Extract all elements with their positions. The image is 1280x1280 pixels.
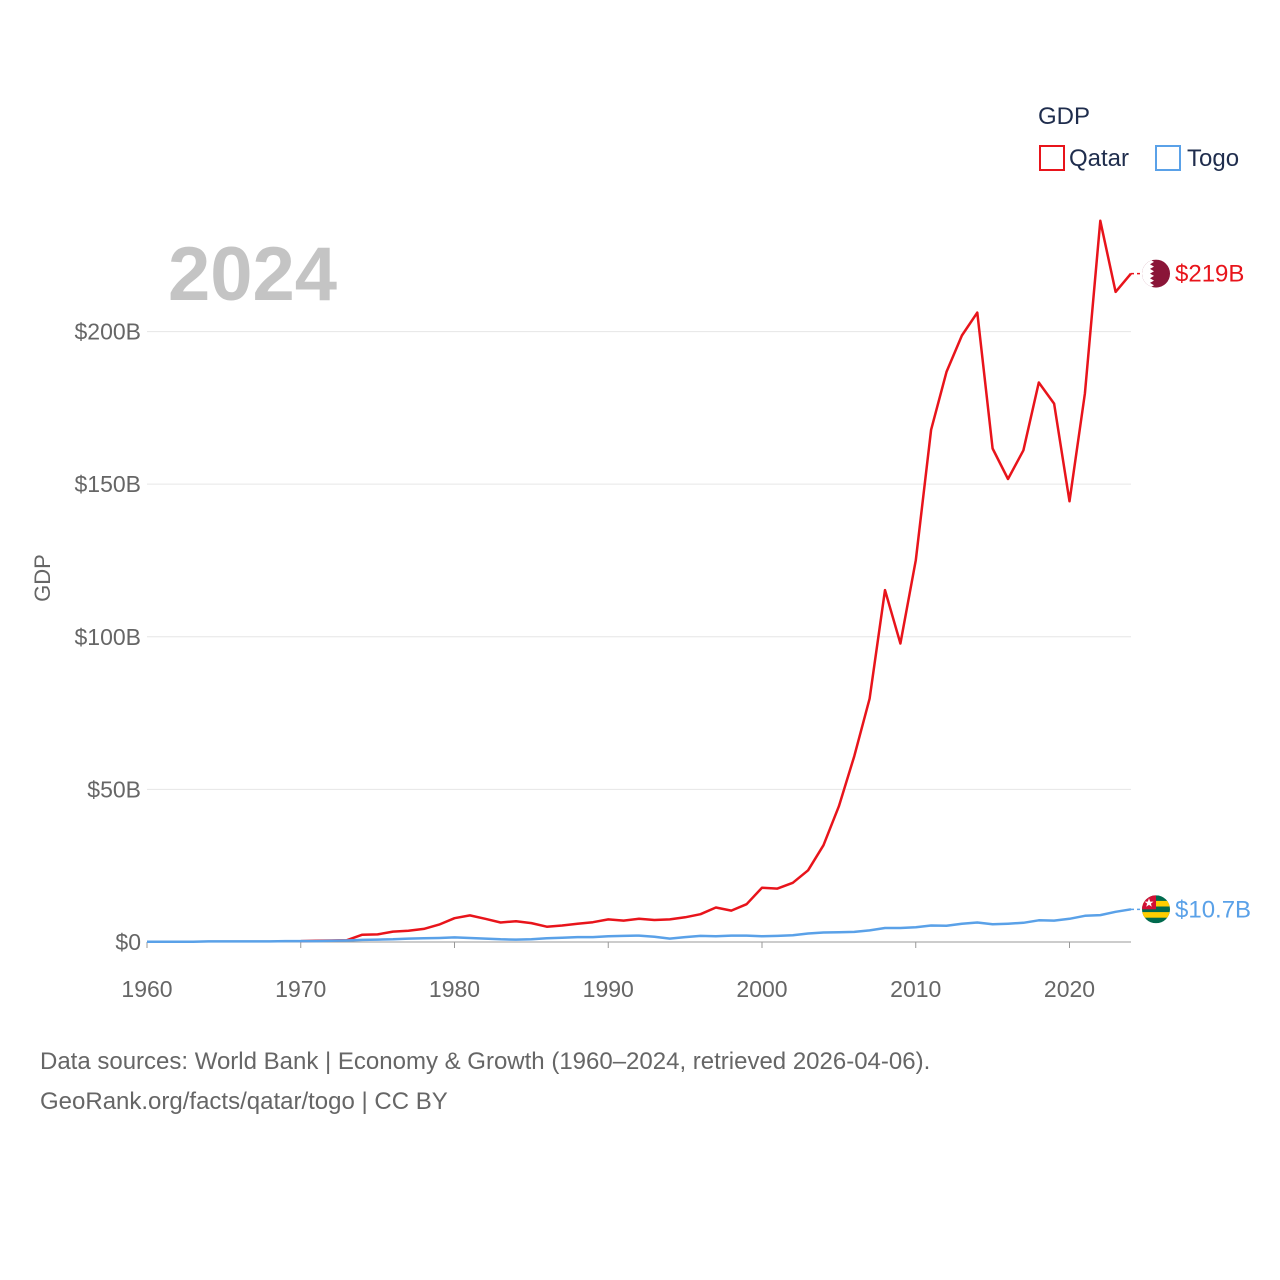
legend-label-togo: Togo: [1187, 145, 1239, 172]
legend-swatch-qatar: [1039, 145, 1065, 171]
y-tick-label: $100B: [74, 624, 141, 650]
x-tick-label: 1960: [121, 976, 172, 1002]
series-lines: [147, 219, 1142, 943]
legend-item-togo[interactable]: Togo: [1155, 145, 1239, 172]
y-tick-label: $200B: [74, 319, 141, 345]
legend-swatch-togo: [1155, 145, 1181, 171]
qatar-end-value: $219B: [1175, 261, 1244, 288]
attribution-text: GeoRank.org/facts/qatar/togo | CC BY: [40, 1088, 448, 1115]
gdp-chart: $0 $50B $100B $150B $200B 1960 1970 1980 1990 20…: [30, 103, 1251, 1002]
x-tick-label: 2000: [736, 976, 787, 1002]
togo-flag-icon: [1142, 895, 1170, 924]
legend-label-qatar: Qatar: [1069, 145, 1129, 172]
y-tick-label: $0: [115, 929, 141, 955]
series-line-qatar: [300, 219, 1132, 943]
y-tick-label: $50B: [87, 776, 141, 802]
gridlines: [147, 331, 1131, 790]
qatar-flag-icon: [1142, 259, 1170, 288]
footer: Data sources: World Bank | Economy & Gro…: [40, 1042, 1240, 1122]
legend: GDP Qatar Togo: [1038, 103, 1239, 172]
legend-item-qatar[interactable]: Qatar: [1039, 145, 1129, 172]
x-tick-label: 1970: [275, 976, 326, 1002]
x-tick-label: 1980: [429, 976, 480, 1002]
x-tick-label: 1990: [583, 976, 634, 1002]
x-axis-ticks: 1960 1970 1980 1990 2000 2010 2020: [121, 942, 1095, 1002]
y-axis-ticks: $0 $50B $100B $150B $200B: [74, 319, 141, 955]
togo-end-value: $10.7B: [1175, 896, 1251, 923]
y-tick-label: $150B: [74, 471, 141, 497]
y-axis-title: GDP: [30, 554, 55, 602]
x-tick-label: 2010: [890, 976, 941, 1002]
data-sources-text: Data sources: World Bank | Economy & Gro…: [40, 1048, 931, 1075]
series-line-togo: [147, 908, 1132, 943]
current-year-label: 2024: [168, 232, 337, 317]
x-tick-label: 2020: [1044, 976, 1095, 1002]
legend-title: GDP: [1038, 103, 1090, 130]
